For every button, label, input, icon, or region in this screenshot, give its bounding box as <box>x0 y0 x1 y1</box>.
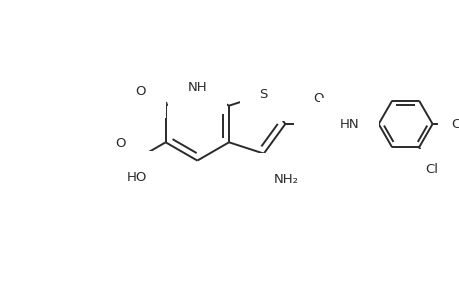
Text: HN: HN <box>339 118 359 130</box>
Text: Cl: Cl <box>424 163 437 176</box>
Text: NH₂: NH₂ <box>274 173 298 186</box>
Text: Cl: Cl <box>450 118 459 130</box>
Text: NH: NH <box>187 81 207 94</box>
Text: S: S <box>259 88 268 101</box>
Text: O: O <box>115 137 125 150</box>
Text: O: O <box>135 85 146 98</box>
Text: HO: HO <box>126 171 147 184</box>
Text: O: O <box>313 92 324 106</box>
